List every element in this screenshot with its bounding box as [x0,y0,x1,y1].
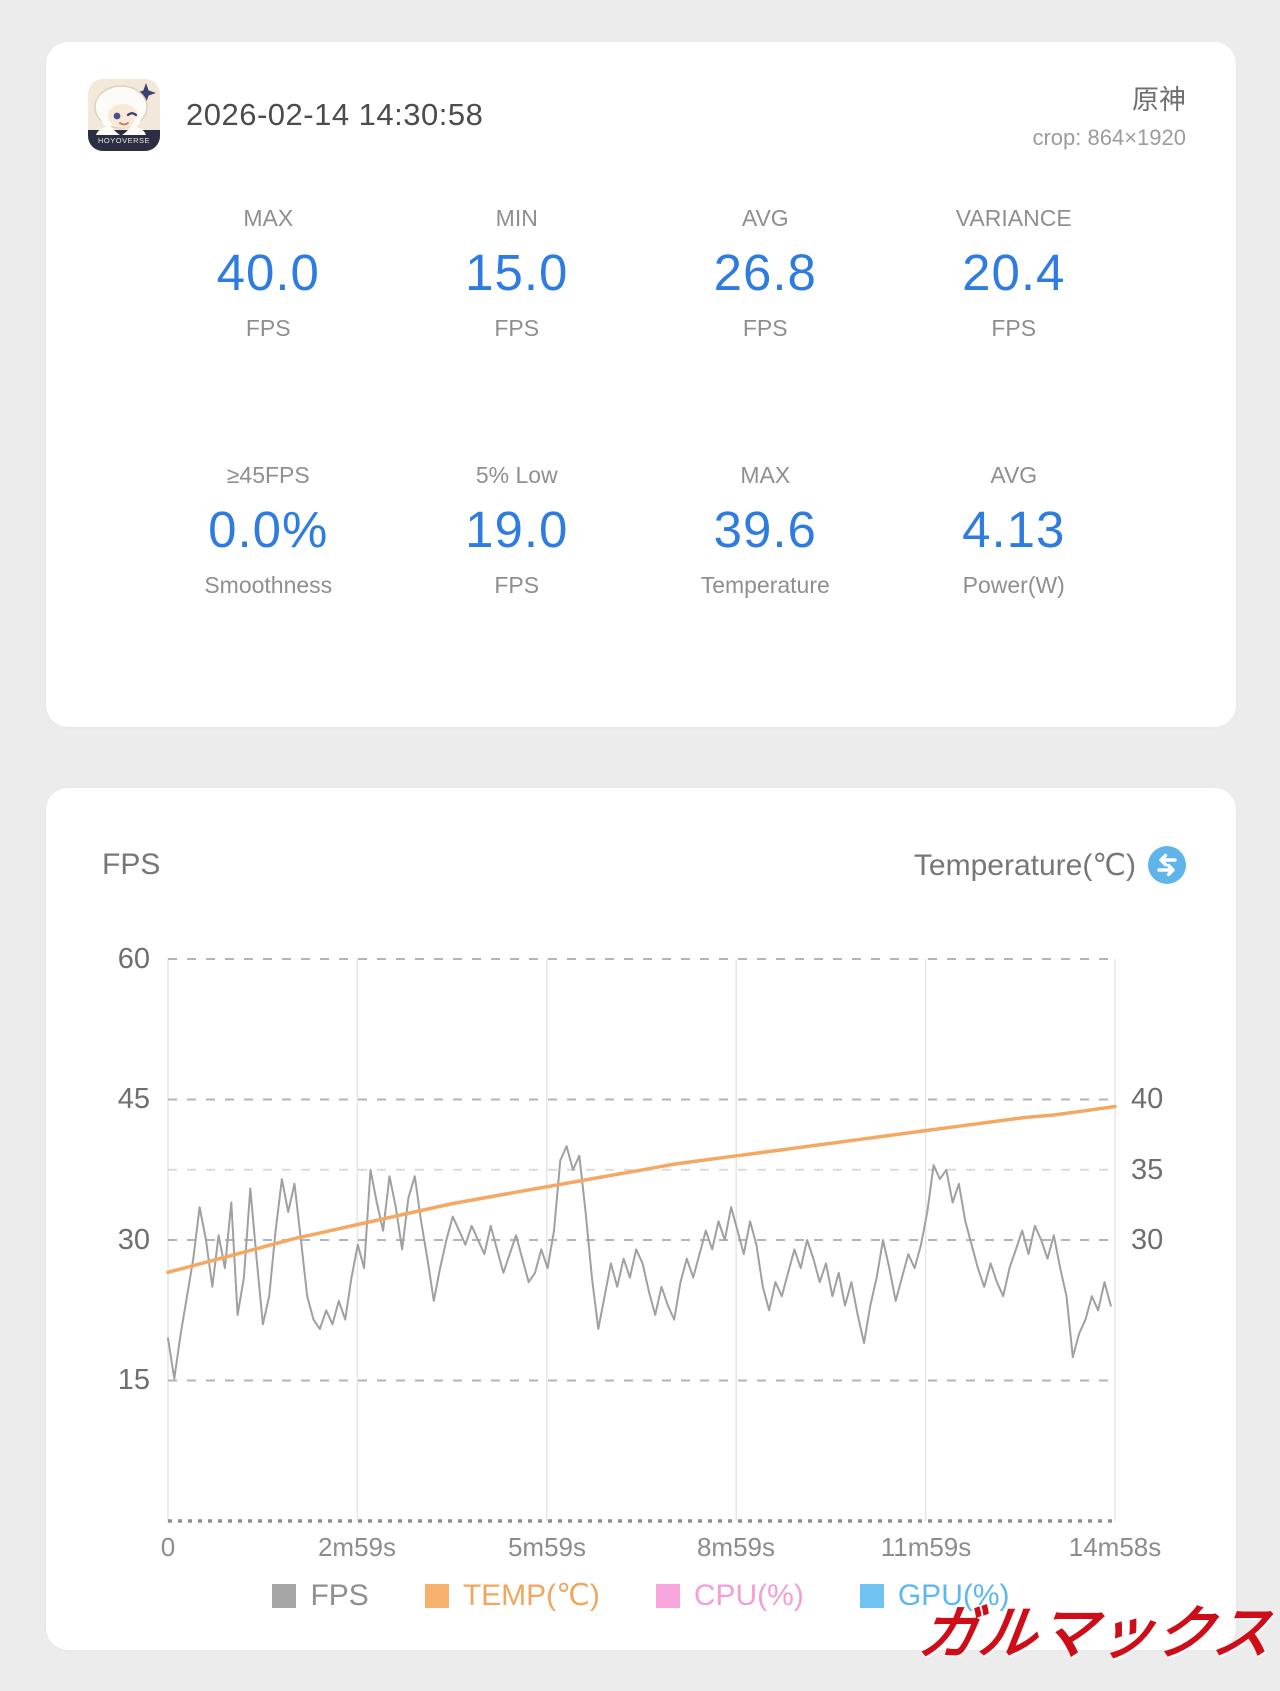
temp-swatch-icon [424,1583,449,1608]
temp-tick-35: 35 [1131,1154,1164,1186]
fps-swatch-icon [272,1583,297,1608]
chart-header: FPS Temperature(℃) [102,846,1186,884]
gpu-swatch-icon [859,1583,884,1608]
stat-label: MAX [243,205,294,231]
fps-tick-60: 60 [117,943,150,975]
stat-value: 20.4 [962,244,1066,301]
cpu-swatch-icon [655,1583,680,1608]
stat-unit: FPS [245,315,291,341]
summary-header: HOYOVERSE 2026-02-14 14:30:58 原神 crop: 8… [88,78,1186,151]
right-axis-title: Temperature(℃) [913,848,1136,882]
stat-max-fps: MAX 40.0 FPS [144,204,393,342]
stat-value: 19.0 [465,501,569,558]
stat-unit: Power(W) [962,572,1065,598]
summary-card: HOYOVERSE 2026-02-14 14:30:58 原神 crop: 8… [46,42,1236,727]
stats-grid: MAX 40.0 FPS MIN 15.0 FPS AVG 26.8 FPS V… [144,204,1138,599]
stat-value: 39.6 [713,501,817,558]
chart-canvas [166,958,1117,1523]
stat-max-temperature: MAX 39.6 Temperature [641,461,890,599]
stat-value: 0.0% [208,501,329,558]
x-tick-2m59s: 2m59s [317,1532,397,1562]
stat-label: AVG [741,205,789,231]
stat-value: 40.0 [216,244,320,301]
stat-unit: Smoothness [204,572,333,598]
crop-resolution: crop: 864×1920 [1032,125,1186,150]
stat-unit: FPS [742,315,788,341]
stat-unit: FPS [494,572,540,598]
stat-min-fps: MIN 15.0 FPS [393,204,642,342]
temp-tick-30: 30 [1131,1224,1164,1256]
stat-label: AVG [990,462,1038,488]
chart-card: FPS Temperature(℃) 60 45 30 15 40 35 30 … [46,788,1236,1650]
stat-variance-fps: VARIANCE 20.4 FPS [890,204,1139,342]
genshin-app-icon: HOYOVERSE [88,78,160,151]
stat-label: MIN [495,205,538,231]
x-tick-8m59s: 8m59s [696,1532,776,1562]
right-axis-title-group: Temperature(℃) [914,846,1186,884]
stat-avg-power: AVG 4.13 Power(W) [890,461,1139,599]
stat-avg-fps: AVG 26.8 FPS [641,204,890,342]
stat-label: 5% Low [475,462,558,488]
app-name: 原神 [1132,85,1186,115]
chart-legend: FPS TEMP(℃) CPU(%) GPU(%) [46,1578,1236,1613]
stat-unit: FPS [991,315,1037,341]
left-axis-title: FPS [102,848,161,881]
legend-item-temp[interactable]: TEMP(℃) [424,1578,600,1613]
svg-text:HOYOVERSE: HOYOVERSE [98,136,150,145]
stat-smoothness: ≥45FPS 0.0% Smoothness [144,461,393,599]
temp-tick-40: 40 [1131,1083,1164,1115]
x-tick-11m59s: 11m59s [880,1532,972,1562]
stat-unit: Temperature [700,572,830,598]
stat-label: ≥45FPS [226,462,310,488]
legend-item-gpu[interactable]: GPU(%) [859,1578,1010,1613]
stat-5pct-low: 5% Low 19.0 FPS [393,461,642,599]
stat-label: MAX [740,462,791,488]
legend-label: CPU(%) [693,1578,804,1612]
record-timestamp: 2026-02-14 14:30:58 [186,96,484,132]
stat-unit: FPS [494,315,540,341]
legend-label: TEMP(℃) [462,1579,600,1612]
x-tick-0: 0 [160,1532,176,1562]
fps-tick-15: 15 [117,1364,150,1396]
fps-tick-45: 45 [117,1083,150,1115]
stat-value: 26.8 [713,244,817,301]
garumax-watermark-logo: ガルマックス [915,1601,1277,1666]
stat-label: VARIANCE [955,205,1072,231]
legend-label: GPU(%) [897,1578,1010,1612]
legend-item-cpu[interactable]: CPU(%) [655,1578,804,1613]
app-meta: 原神 crop: 864×1920 [1032,78,1186,151]
swap-axis-icon[interactable] [1148,846,1186,884]
x-tick-14m58s: 14m58s [1068,1532,1162,1562]
x-tick-5m59s: 5m59s [507,1532,587,1562]
fps-tick-30: 30 [117,1224,150,1256]
stat-value: 15.0 [465,244,569,301]
legend-item-fps[interactable]: FPS [272,1578,369,1613]
stat-value: 4.13 [962,501,1066,558]
legend-label: FPS [310,1578,369,1612]
